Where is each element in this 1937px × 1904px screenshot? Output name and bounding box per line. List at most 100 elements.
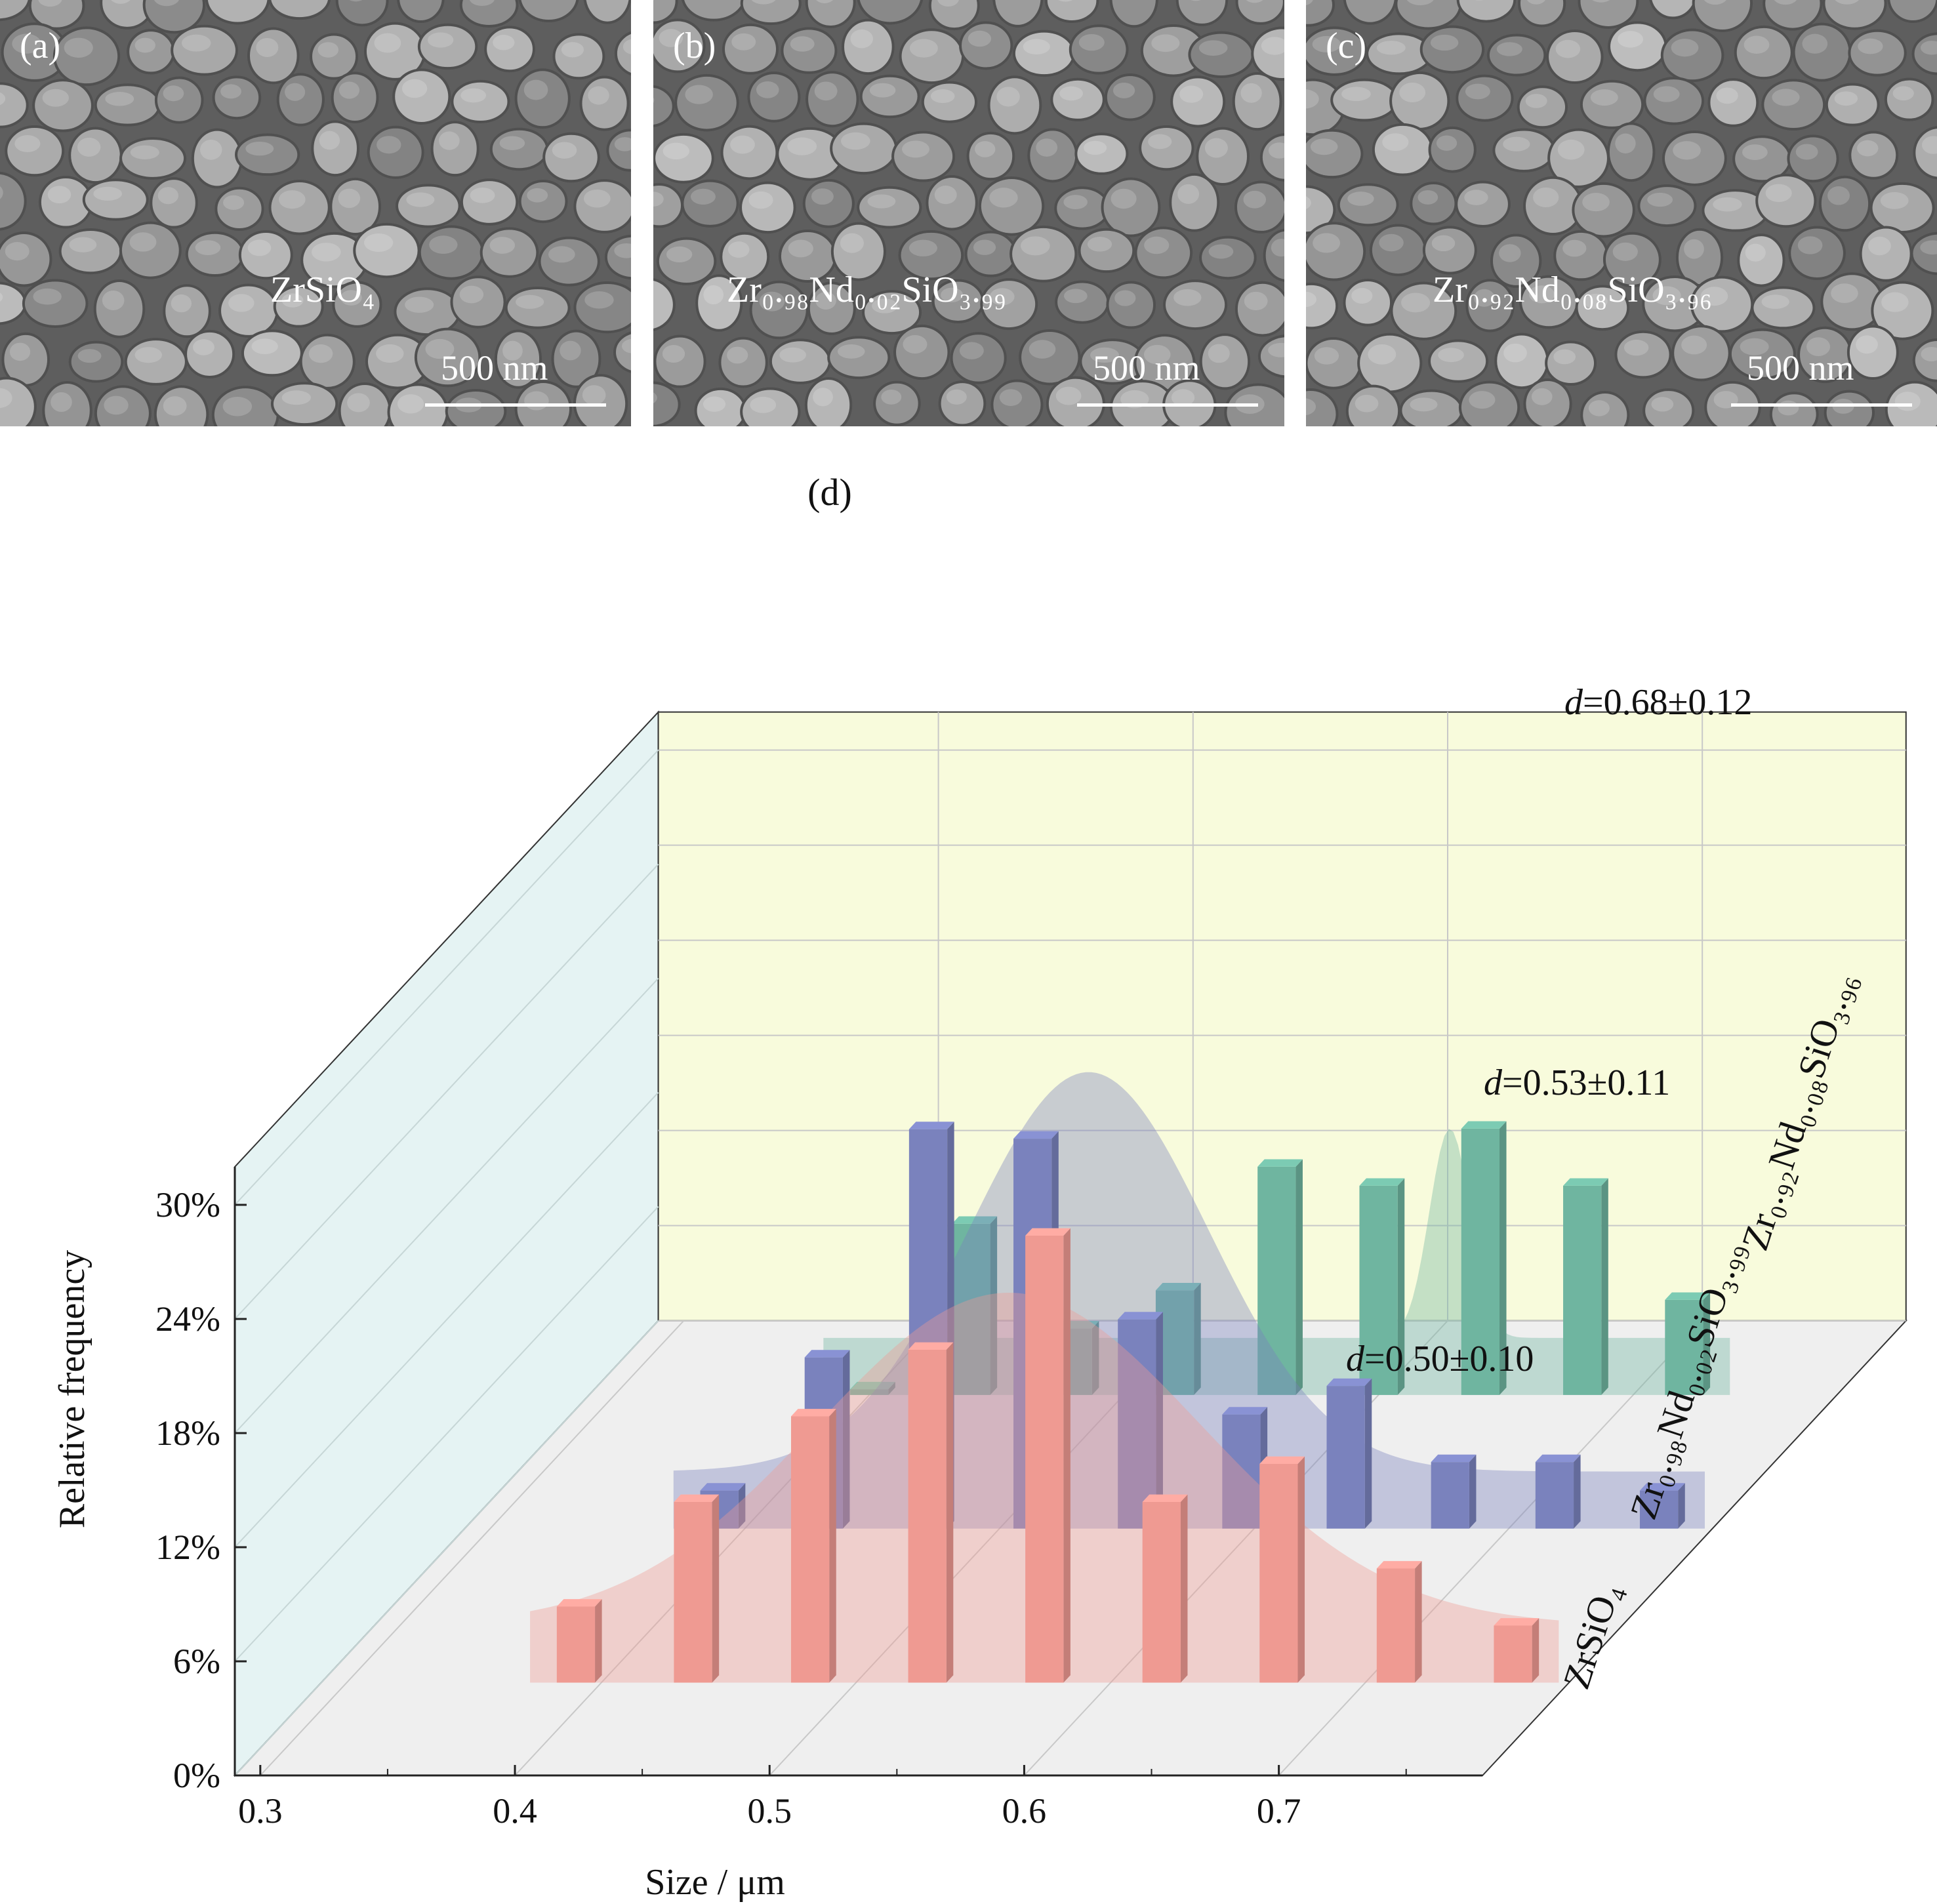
- scale-bar-label-a: 500 nm: [441, 348, 548, 388]
- annotation-symbol: d: [1564, 682, 1583, 723]
- sem-grain: [332, 281, 382, 328]
- sem-grain: [1642, 388, 1695, 426]
- sem-grain: [1163, 279, 1228, 331]
- sem-grain-highlight: [427, 32, 454, 48]
- sem-grain: [862, 290, 922, 335]
- sem-grain: [739, 181, 796, 234]
- sem-grain-highlight: [968, 30, 992, 47]
- sem-grain-highlight: [703, 396, 726, 412]
- bar: [1326, 1378, 1372, 1529]
- sem-grain: [218, 283, 279, 338]
- sem-grain-highlight: [1243, 190, 1267, 209]
- sem-grain-highlight: [12, 33, 41, 54]
- sem-grain-highlight: [1503, 136, 1530, 152]
- sem-grain-highlight: [548, 246, 575, 263]
- sem-grain-highlight: [653, 97, 655, 104]
- bar-side: [842, 1350, 850, 1529]
- sem-grain-highlight: [1464, 190, 1488, 205]
- sem-grain-highlight: [1173, 289, 1202, 306]
- sem-grain-highlight: [1313, 233, 1341, 253]
- bar-front: [1259, 1464, 1298, 1683]
- sem-grain: [830, 122, 898, 175]
- sem-grain-highlight: [1020, 236, 1050, 256]
- sem-grain-highlight: [1430, 34, 1459, 51]
- sem-grain: [119, 137, 187, 180]
- sem-grain-highlight: [840, 132, 870, 150]
- bar-front: [1665, 1299, 1703, 1395]
- sem-grain: [740, 0, 802, 26]
- sem-grain: [978, 176, 1045, 236]
- y-axis-title: Relative frequency: [52, 1250, 92, 1528]
- sem-grain: [396, 184, 461, 228]
- sem-grain-highlight: [193, 339, 214, 355]
- sem-grain-highlight: [459, 285, 484, 304]
- sem-grain: [1884, 77, 1934, 121]
- bar-side: [829, 1409, 836, 1683]
- bar-top: [1639, 1483, 1685, 1491]
- sem-grain: [1871, 281, 1934, 340]
- sem-grain: [0, 82, 29, 129]
- sem-grain: [1763, 0, 1823, 31]
- sem-grain: [747, 71, 801, 123]
- sem-grain: [42, 381, 92, 426]
- sem-grain: [1455, 180, 1511, 228]
- sem-grain: [1824, 390, 1875, 426]
- sem-grain-highlight: [1306, 89, 1319, 109]
- sem-grain-highlight: [1584, 293, 1608, 309]
- sem-grain-highlight: [1716, 87, 1738, 104]
- bar-front: [1494, 1625, 1532, 1683]
- sem-grain: [276, 73, 325, 127]
- sem-grain: [873, 380, 921, 426]
- sem-grain-highlight: [1526, 0, 1545, 5]
- series-zrsio4: [530, 1228, 1559, 1683]
- y-tick-label: 30%: [155, 1185, 220, 1225]
- sem-grain: [1751, 286, 1816, 330]
- sem-grain: [1643, 77, 1705, 125]
- sem-grain: [653, 278, 676, 331]
- sem-grain-highlight: [1499, 244, 1521, 262]
- bar: [1639, 1483, 1685, 1529]
- sem-grain: [928, 0, 980, 31]
- sem-grain-highlight: [1582, 192, 1610, 212]
- sem-grain-highlight: [1023, 39, 1050, 55]
- sem-grain: [1787, 134, 1839, 183]
- sem-grain: [268, 180, 331, 235]
- bar-front: [1326, 1386, 1365, 1529]
- x-tick-label: 0.3: [238, 1791, 283, 1831]
- sem-grain-highlight: [1179, 85, 1204, 103]
- sem-grain: [1825, 83, 1880, 127]
- sem-grain: [1707, 78, 1759, 127]
- sem-grain: [1078, 228, 1135, 273]
- sem-grain: [0, 0, 31, 22]
- bar-top: [1259, 1456, 1305, 1464]
- bar-top: [556, 1599, 602, 1607]
- side-wall-gridline: [234, 1205, 659, 1662]
- sem-grain: [514, 68, 571, 129]
- sem-grain: [653, 334, 706, 388]
- sem-grain: [1546, 29, 1604, 84]
- sem-grain: [1139, 125, 1194, 171]
- sem-grain-highlight: [516, 294, 544, 309]
- sem-grain-highlight: [1355, 394, 1379, 413]
- sem-grain-highlight: [64, 37, 93, 58]
- sem-grain: [518, 180, 568, 224]
- sem-grain: [68, 340, 124, 383]
- bar-front: [1025, 1236, 1064, 1683]
- sem-grain: [552, 33, 605, 80]
- sem-grain: [579, 75, 630, 131]
- bar-top: [1013, 1131, 1059, 1139]
- sem-grain-highlight: [134, 37, 155, 53]
- sem-grain-highlight: [134, 347, 163, 363]
- sem-grain: [153, 385, 209, 426]
- sem-grain-highlight: [157, 187, 178, 205]
- sem-grain-highlight: [1314, 347, 1339, 365]
- sem-grain: [1692, 0, 1753, 32]
- sem-grain-highlight: [1562, 239, 1587, 257]
- sem-grain: [805, 71, 859, 128]
- sem-grain-highlight: [195, 240, 221, 256]
- sem-grain: [414, 327, 481, 388]
- bar: [1155, 1283, 1201, 1395]
- sem-grain: [1234, 281, 1284, 337]
- sem-grain: [163, 284, 211, 338]
- sem-grain-highlight: [941, 287, 964, 302]
